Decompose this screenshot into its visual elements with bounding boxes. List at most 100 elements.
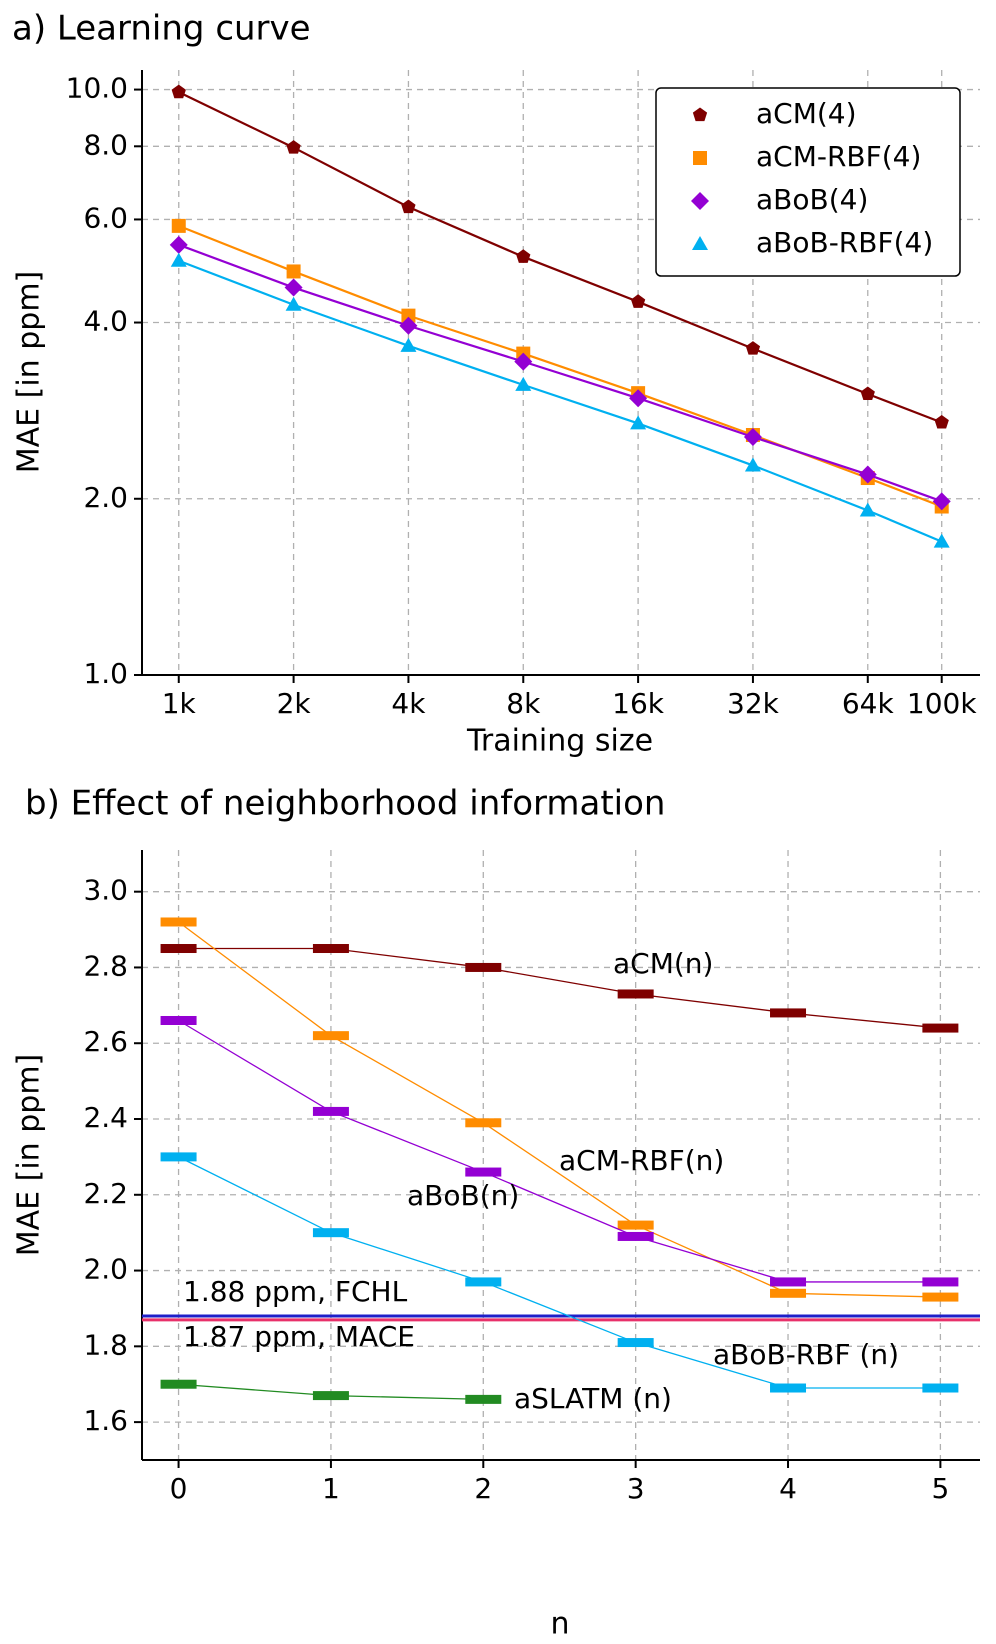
marker [160,1152,197,1162]
marker [617,989,654,999]
reference-label: 1.88 ppm, FCHL [183,1275,408,1308]
marker [465,1394,502,1404]
y-tick-label: 4.0 [83,305,128,338]
y-tick-label: 2.0 [83,481,128,514]
x-tick-label: 0 [170,1472,188,1505]
marker [169,235,188,254]
legend-marker [693,151,707,165]
marker [770,1277,807,1287]
legend-marker [692,236,708,250]
marker [770,1008,807,1018]
x-tick-label: 1k [162,687,197,720]
chart-title: a) Learning curve [12,9,311,49]
marker [922,1023,959,1033]
series-label: aBoB-RBF (n) [713,1338,899,1371]
x-tick-label: 2 [474,1472,492,1505]
y-tick-label: 2.6 [83,1025,128,1058]
marker [171,84,186,99]
x-tick-label: 2k [277,687,312,720]
marker [160,917,197,927]
marker [515,376,532,391]
y-axis-label: MAE [in ppm] [12,271,47,474]
marker [743,427,762,446]
marker [745,341,761,355]
x-tick-label: 16k [612,687,665,720]
series-line [178,921,941,1298]
reference-label: 1.87 ppm, MACE [183,1320,415,1353]
marker [312,1106,349,1116]
marker [860,386,875,401]
marker [617,1338,654,1348]
marker [171,218,186,233]
marker [160,1015,197,1025]
marker [859,502,876,517]
marker [312,1031,349,1041]
x-tick-label: 100k [907,687,977,720]
marker [630,294,646,308]
marker [399,316,418,335]
x-tick-label: 1 [322,1472,340,1505]
series-label: aSLATM (n) [514,1382,672,1415]
series-label: aBoB(n) [407,1179,519,1212]
x-axis-label: Training size [466,724,653,759]
marker [922,1292,959,1302]
legend-label: aBoB-RBF(4) [756,226,933,259]
marker [286,264,301,279]
marker [465,1277,502,1287]
y-tick-label: 6.0 [83,201,128,234]
y-tick-label: 3.0 [83,874,128,907]
y-tick-label: 8.0 [83,128,128,161]
x-tick-label: 8k [506,687,541,720]
marker [630,415,647,430]
y-tick-label: 2.4 [83,1101,128,1134]
marker [312,944,349,954]
marker [312,1391,349,1401]
series-line [178,243,943,503]
legend [655,87,961,277]
series-line [178,224,943,508]
y-tick-label: 1.8 [83,1328,128,1361]
x-tick-label: 4k [391,687,426,720]
series-line [178,259,943,543]
marker [933,533,950,548]
y-tick-label: 1.0 [83,657,128,690]
legend-marker [691,192,709,210]
x-tick-label: 5 [931,1472,949,1505]
marker [160,1379,197,1389]
marker [400,337,417,352]
chart-title: b) Effect of neighborhood information [25,784,665,824]
marker [514,352,533,371]
x-tick-label: 64k [842,687,895,720]
marker [858,465,877,484]
marker [744,457,761,472]
marker [922,1383,959,1393]
marker [516,249,531,263]
marker [465,962,502,972]
y-tick-label: 1.6 [83,1404,128,1437]
marker [617,1231,654,1241]
series-line [178,1019,941,1283]
marker [170,252,187,267]
marker [160,944,197,954]
legend-marker [692,107,708,122]
legend-label: aCM-RBF(4) [756,140,921,173]
legend-label: aCM(4) [756,97,857,130]
series-label: aCM-RBF(n) [559,1144,724,1177]
y-tick-label: 2.8 [83,949,128,982]
y-tick-label: 2.2 [83,1177,128,1210]
marker [284,278,303,297]
marker [312,1228,349,1238]
y-tick-label: 2.0 [83,1253,128,1286]
marker [465,1167,502,1177]
x-tick-label: 4 [779,1472,797,1505]
y-tick-label: 10.0 [66,72,128,105]
series-line [178,947,941,1029]
x-tick-label: 3 [627,1472,645,1505]
marker [770,1288,807,1298]
x-axis-label: n [550,1607,569,1642]
series-line [178,1156,941,1389]
x-tick-label: 32k [727,687,780,720]
marker [285,296,302,311]
marker [922,1277,959,1287]
